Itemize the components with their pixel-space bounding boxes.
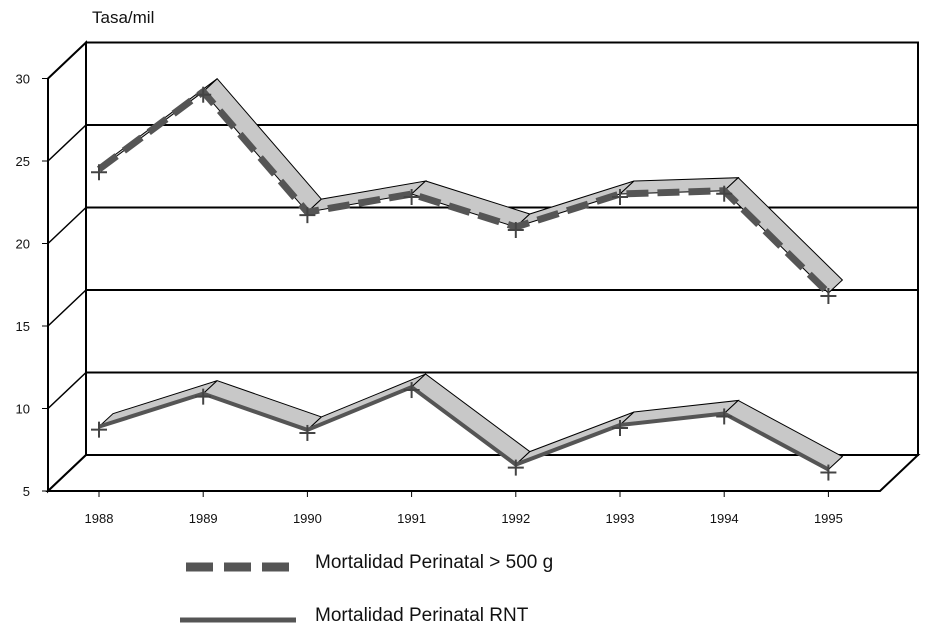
x-tick-label: 1990 (293, 511, 322, 526)
x-tick-label: 1993 (606, 511, 635, 526)
x-tick-label: 1994 (710, 511, 739, 526)
legend-swatch-dashed (186, 562, 298, 572)
gridline-side (47, 371, 87, 410)
gridline-side (47, 206, 87, 245)
floor (45, 454, 921, 492)
y-axis-label: Tasa/mil (92, 8, 155, 27)
y-tick-label: 25 (16, 154, 30, 169)
x-tick-label: 1991 (397, 511, 426, 526)
series-lines (91, 86, 837, 481)
tick-labels: 30 25 20 15 10 5 1988 1989 1990 1991 1992 1993 1994 1… (16, 72, 843, 527)
x-tick-label: 1992 (501, 511, 530, 526)
x-tick-label: 1988 (85, 511, 114, 526)
series-ribbons (98, 77, 844, 471)
legend-label-series-2: Mortalidad Perinatal RNT (315, 605, 529, 626)
legend-swatch-solid (180, 617, 296, 623)
x-tick-label: 1995 (814, 511, 843, 526)
series-line-1 (96, 88, 831, 296)
gridline-side (47, 289, 87, 327)
y-tick-label: 20 (16, 237, 30, 252)
gridlines (47, 124, 918, 410)
y-tick-label: 30 (16, 72, 30, 87)
legend-item-series-1: Mortalidad Perinatal > 500 g (180, 550, 780, 580)
y-tick-label: 5 (23, 484, 30, 499)
gridline-side (47, 124, 87, 162)
left-wall (47, 40, 87, 494)
x-tick-label: 1989 (189, 511, 218, 526)
legend-label-series-1: Mortalidad Perinatal > 500 g (315, 552, 554, 573)
series-line-2 (98, 385, 830, 472)
y-tick-label: 10 (16, 402, 30, 417)
y-tick-label: 15 (16, 319, 30, 334)
legend-item-series-2: Mortalidad Perinatal RNT (180, 603, 780, 633)
